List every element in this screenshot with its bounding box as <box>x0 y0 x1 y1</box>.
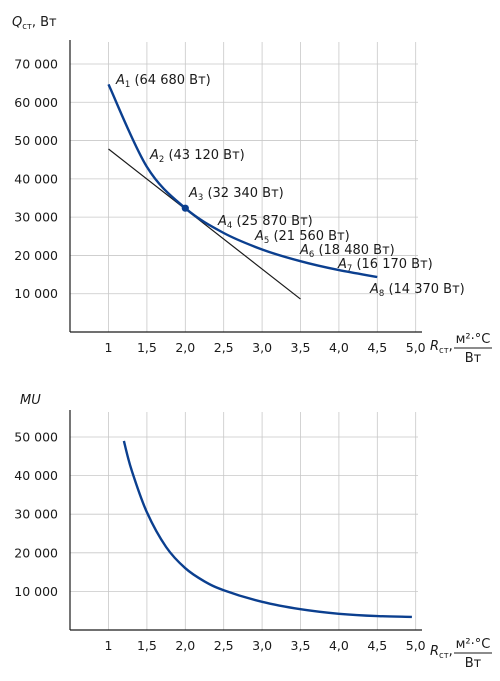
point-label-value: (43 120 Вт) <box>164 148 244 163</box>
y-tick-label: 20 000 <box>14 545 58 560</box>
point-label-index: 4 <box>227 221 232 231</box>
point-label-letter: A <box>149 148 159 163</box>
x-axis-label-comma: , <box>449 644 453 659</box>
y-tick-label: 40 000 <box>14 171 58 186</box>
x-tick-label: 3,5 <box>291 638 311 653</box>
y-tick-label: 30 000 <box>14 210 58 225</box>
point-label-index: 2 <box>159 155 164 165</box>
x-tick-label: 5,0 <box>406 340 426 355</box>
point-label-index: 7 <box>347 264 352 274</box>
x-axis-label: Rст, <box>430 644 453 661</box>
y-axis-label-unit: , Вт <box>32 15 57 30</box>
x-axis-unit-denominator: Вт <box>465 351 482 366</box>
point-label-letter: A <box>337 257 347 272</box>
tangent-line <box>108 148 301 300</box>
chart-bottom: 1 1,5 2,0 2,5 3,0 3,5 4,0 4,5 5,0 50 000 40 000 30 … <box>14 393 492 671</box>
point-label-index: 8 <box>379 289 384 299</box>
x-tick-label: 1 <box>105 638 113 653</box>
point-label-value: (14 370 Вт) <box>384 282 464 297</box>
y-tick-label: 50 000 <box>14 430 58 445</box>
y-tick-label: 30 000 <box>14 507 58 522</box>
x-tick-label: 1,5 <box>137 638 157 653</box>
point-label-index: 6 <box>309 250 314 260</box>
point-label-index: 5 <box>264 236 269 246</box>
point-label: A7 (16 170 Вт) <box>337 257 433 274</box>
point-label-letter: A <box>217 214 227 229</box>
x-tick-label: 2,5 <box>214 340 234 355</box>
x-axis-label: Rст, <box>430 339 453 356</box>
series-line <box>122 440 412 619</box>
x-axis-label-main: R <box>430 644 439 659</box>
point-label-value: (21 560 Вт) <box>269 229 349 244</box>
x-axis-unit-numerator: м²·°С <box>456 332 491 347</box>
point-label-index: 1 <box>125 80 130 90</box>
x-tick-label: 2,5 <box>214 638 234 653</box>
x-tick-label: 2,0 <box>175 340 195 355</box>
x-axis-label-main: R <box>430 339 439 354</box>
y-axis-label-main: Q <box>12 15 22 30</box>
point-label: A5 (21 560 Вт) <box>254 229 350 246</box>
point-label-letter: A <box>254 229 264 244</box>
x-axis-unit-denominator: Вт <box>465 656 482 671</box>
point-label: A2 (43 120 Вт) <box>149 148 245 165</box>
y-tick-label: 70 000 <box>14 57 58 72</box>
x-tick-label: 3,0 <box>252 340 272 355</box>
x-tick-label: 3,5 <box>291 340 311 355</box>
x-tick-label: 1,5 <box>137 340 157 355</box>
series-line <box>107 83 378 279</box>
x-tick-label: 4,5 <box>367 638 387 653</box>
y-axis-label: MU <box>20 393 41 408</box>
x-axis-unit-numerator: м²·°С <box>456 637 491 652</box>
x-tick-label: 3,0 <box>252 638 272 653</box>
y-tick-label: 10 000 <box>14 584 58 599</box>
y-tick-label: 40 000 <box>14 468 58 483</box>
x-tick-label: 4,0 <box>329 638 349 653</box>
x-tick-label: 1 <box>105 340 113 355</box>
x-axis-label-comma: , <box>449 339 453 354</box>
y-tick-label: 20 000 <box>14 248 58 263</box>
point-label-value: (18 480 Вт) <box>314 243 394 258</box>
x-tick-label: 4,0 <box>329 340 349 355</box>
x-tick-label: 4,5 <box>367 340 387 355</box>
y-axis-label-sub: ст <box>22 22 32 32</box>
point-label-letter: A <box>299 243 309 258</box>
y-axis-label-main: MU <box>20 393 41 408</box>
point-label-value: (32 340 Вт) <box>203 186 283 201</box>
x-tick-label: 5,0 <box>406 638 426 653</box>
y-tick-label: 50 000 <box>14 133 58 148</box>
point-label: A6 (18 480 Вт) <box>299 243 395 260</box>
y-tick-label: 10 000 <box>14 286 58 301</box>
y-tick-label: 60 000 <box>14 95 58 110</box>
point-label: A3 (32 340 Вт) <box>188 186 284 203</box>
point-label: A4 (25 870 Вт) <box>217 214 313 231</box>
point-label: A8 (14 370 Вт) <box>369 282 465 299</box>
point-label-value: (25 870 Вт) <box>232 214 312 229</box>
point-label-letter: A <box>369 282 379 297</box>
x-axis-label-sub: ст <box>439 346 449 356</box>
point-label-value: (64 680 Вт) <box>130 73 210 88</box>
point-label: A1 (64 680 Вт) <box>115 73 211 90</box>
point-label-value: (16 170 Вт) <box>352 257 432 272</box>
point-label-letter: A <box>188 186 198 201</box>
x-axis-label-sub: ст <box>439 651 449 661</box>
y-axis-label: Qст, Вт <box>12 15 57 32</box>
point-label-index: 3 <box>198 193 203 203</box>
highlight-point-A3 <box>181 204 189 212</box>
x-tick-label: 2,0 <box>175 638 195 653</box>
point-label-letter: A <box>115 73 125 88</box>
